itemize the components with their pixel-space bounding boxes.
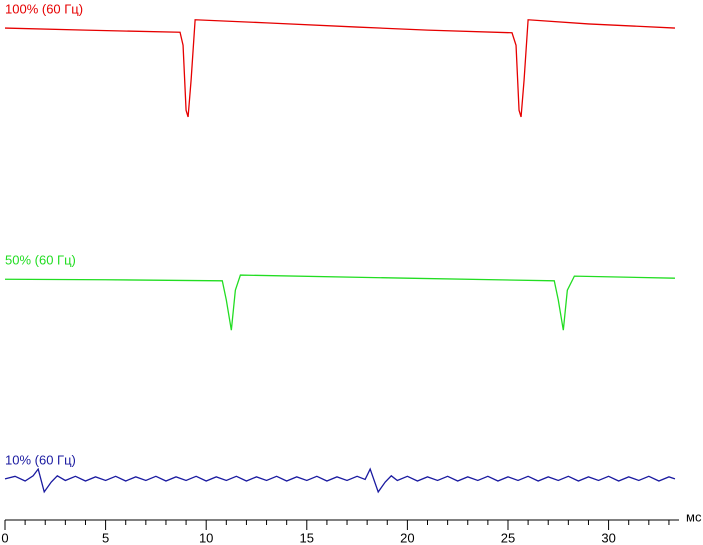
trace xyxy=(4,274,675,331)
x-tick-label: 20 xyxy=(400,530,414,545)
x-tick-label: 15 xyxy=(300,530,314,545)
trace-label: 50% (60 Гц) xyxy=(5,253,76,268)
x-tick-label: 25 xyxy=(501,530,515,545)
x-axis-label: мс xyxy=(686,509,702,524)
trace-label: 10% (60 Гц) xyxy=(5,452,76,467)
trace-label: 100% (60 Гц) xyxy=(5,2,83,17)
trace xyxy=(4,467,676,494)
x-tick-label: 10 xyxy=(199,530,213,545)
trace xyxy=(4,19,676,118)
x-tick-label: 30 xyxy=(601,530,615,545)
x-tick-label: 0 xyxy=(1,530,8,545)
x-tick-label: 5 xyxy=(102,530,109,545)
